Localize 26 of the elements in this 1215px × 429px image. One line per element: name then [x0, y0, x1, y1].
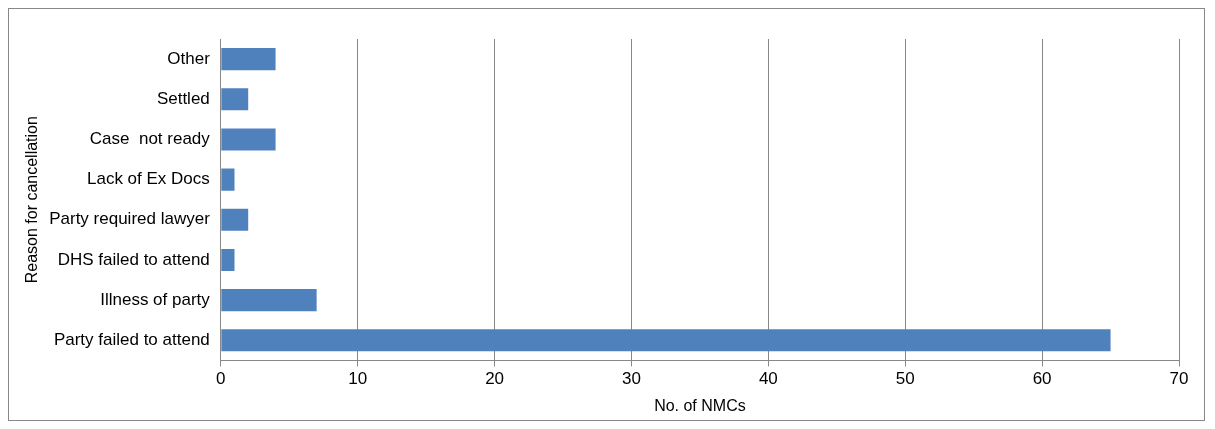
x-tick-label: 70	[1169, 369, 1189, 389]
bar	[221, 329, 1111, 352]
x-tick-label: 40	[758, 369, 778, 389]
y-tick-label: Illness of party	[100, 289, 211, 309]
x-tick-label: 10	[348, 369, 368, 389]
x-tick-label: 30	[622, 369, 641, 389]
x-tick-label: 60	[1032, 369, 1052, 389]
x-tick-label: 0	[216, 369, 226, 389]
bar	[221, 168, 235, 191]
y-tick-label: DHS failed to attend	[57, 249, 210, 269]
x-axis-title: No. of NMCs	[654, 396, 746, 414]
bar	[221, 208, 249, 231]
bar	[221, 48, 276, 71]
y-tick-label: Party failed to attend	[53, 330, 210, 349]
y-tick-label: Party required lawyer	[49, 209, 211, 229]
bar	[221, 248, 235, 272]
bar	[221, 128, 276, 151]
y-tick-label: Settled	[156, 88, 210, 108]
y-tick-label: Lack of Ex Docs	[86, 169, 210, 189]
x-tick-label: 50	[895, 369, 915, 389]
bar	[221, 289, 317, 312]
y-axis-title: Reason for cancellation	[23, 116, 41, 284]
y-tick-label: Case not ready	[89, 129, 211, 149]
bar	[221, 88, 249, 111]
x-tick-label: 20	[485, 369, 505, 389]
y-tick-label: Other	[167, 48, 211, 68]
